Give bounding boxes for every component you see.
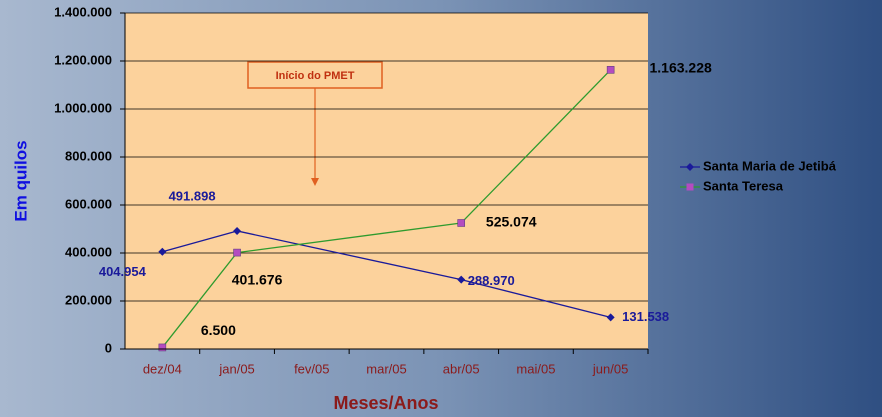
data-label: 491.898: [169, 188, 216, 203]
y-tick-label: 400.000: [65, 244, 112, 259]
plot-area: [125, 13, 648, 349]
series-line: [162, 230, 238, 253]
x-tick-label: abr/05: [443, 361, 480, 376]
y-tick-label: 0: [105, 340, 112, 355]
legend-label: Santa Maria de Jetibá: [703, 158, 837, 173]
series-line: [461, 279, 611, 319]
marker: [606, 66, 615, 74]
marker: [233, 248, 241, 257]
x-tick-label: jun/05: [592, 361, 628, 376]
data-label: 401.676: [232, 271, 283, 287]
series-line: [460, 69, 612, 224]
legend-marker: [686, 163, 694, 171]
y-tick-label: 1.000.000: [54, 100, 112, 115]
y-tick-label: 1.400.000: [54, 4, 112, 19]
data-label: 525.074: [486, 214, 537, 230]
legend-marker: [686, 183, 694, 191]
annotation: Início do PMET: [276, 70, 355, 82]
y-tick-label: 800.000: [65, 148, 112, 163]
marker: [457, 219, 466, 227]
data-label: 404.954: [99, 264, 147, 279]
annotation-arrowhead: [311, 178, 319, 186]
x-axis-title: Meses/Anos: [333, 393, 438, 413]
marker: [158, 247, 167, 256]
data-label: 131.538: [622, 309, 669, 324]
data-label: 1.163.228: [649, 60, 711, 76]
annotation-box: [247, 61, 383, 89]
x-tick-label: jan/05: [218, 361, 254, 376]
y-tick-label: 1.200.000: [54, 52, 112, 67]
y-axis-title: Em quilos: [11, 140, 30, 221]
data-label: 288.970: [468, 273, 515, 288]
series-line: [236, 230, 462, 281]
marker: [233, 226, 242, 235]
marker: [457, 275, 466, 284]
marker: [606, 313, 615, 322]
y-tick-label: 200.000: [65, 292, 112, 307]
legend-label: Santa Teresa: [703, 178, 784, 193]
series-line: [236, 222, 462, 254]
x-tick-label: dez/04: [143, 361, 182, 376]
data-label: 6.500: [201, 322, 236, 338]
x-tick-label: mai/05: [516, 361, 555, 376]
y-tick-label: 600.000: [65, 196, 112, 211]
series-line: [161, 252, 238, 348]
x-tick-label: mar/05: [366, 361, 406, 376]
x-tick-label: fev/05: [294, 361, 329, 376]
marker: [158, 343, 167, 352]
